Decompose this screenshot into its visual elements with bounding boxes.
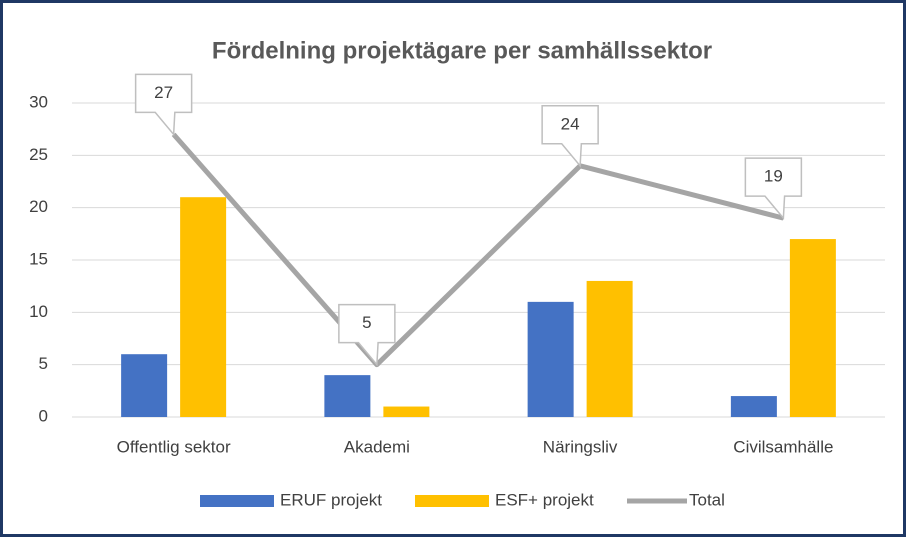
x-tick-label: Civilsamhälle <box>733 437 833 456</box>
data-label: 24 <box>561 114 580 133</box>
callout <box>541 105 599 168</box>
y-tick-label: 25 <box>29 145 48 164</box>
line <box>171 132 784 368</box>
data-label: 27 <box>154 83 173 102</box>
legend-label: ERUF projekt <box>280 490 382 509</box>
y-tick-label: 30 <box>29 92 48 111</box>
data-label: 19 <box>764 167 783 186</box>
y-tick-label: 20 <box>29 197 48 216</box>
bar <box>789 239 836 417</box>
x-tick-label: Offentlig sektor <box>117 437 231 456</box>
y-tick-label: 10 <box>29 302 48 321</box>
y-tick-label: 0 <box>39 406 48 425</box>
callout <box>134 73 193 137</box>
bar <box>730 396 777 417</box>
bar <box>324 375 371 417</box>
callout <box>338 303 396 367</box>
y-tick-label: 15 <box>29 249 48 268</box>
bar <box>180 197 227 417</box>
data-label: 5 <box>362 313 371 332</box>
legend-label: Total <box>689 490 725 509</box>
x-tick-label: Näringsliv <box>543 437 618 456</box>
bar <box>527 301 574 417</box>
y-tick-label: 5 <box>39 354 48 373</box>
callout <box>744 157 803 221</box>
bar <box>383 406 430 417</box>
legend-label: ESF+ projekt <box>495 490 594 509</box>
legend-swatch <box>200 495 274 507</box>
bar <box>586 280 633 417</box>
bar <box>121 354 168 417</box>
legend-swatch <box>415 495 489 507</box>
chart-title: Fördelning projektägare per samhällssekt… <box>212 37 712 64</box>
x-tick-label: Akademi <box>344 437 410 456</box>
